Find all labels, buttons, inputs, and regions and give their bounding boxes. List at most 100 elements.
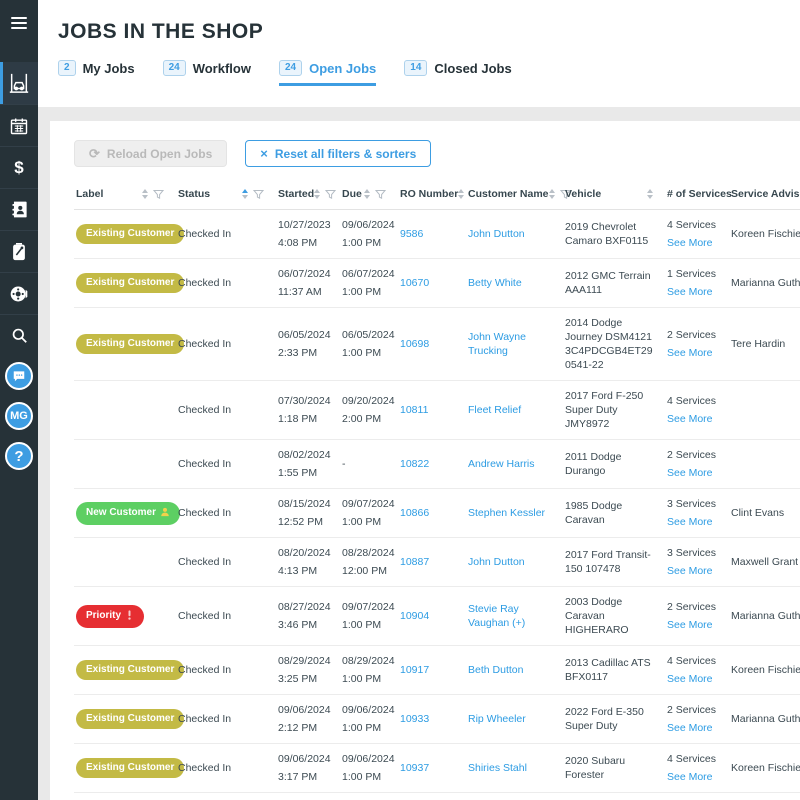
sort-icon[interactable] [647, 189, 653, 199]
toolbar: ⟳ Reload Open Jobs × Reset all filters &… [74, 140, 800, 167]
table-body: Existing Customer Checked In 10/27/2023 4… [74, 210, 800, 800]
filter-icon[interactable] [253, 189, 264, 200]
date-line: 10/27/2023 [278, 219, 331, 231]
ro-number-link[interactable]: 10811 [400, 404, 429, 416]
customer-link[interactable]: Stephen Kessler [468, 507, 546, 519]
ro-number-link[interactable]: 9586 [400, 228, 424, 240]
label-badge-text: Existing Customer [86, 762, 175, 773]
see-more-link[interactable]: See More [667, 413, 713, 425]
column-label: Due [342, 188, 362, 200]
see-more-link[interactable]: See More [667, 565, 713, 577]
date-line: 08/27/2024 [278, 601, 331, 613]
label-cell [74, 440, 176, 488]
sort-icon[interactable] [548, 189, 555, 199]
reload-open-jobs-button[interactable]: ⟳ Reload Open Jobs [74, 140, 228, 167]
filter-icon[interactable] [559, 189, 571, 200]
ro-number-link[interactable]: 10698 [400, 338, 430, 350]
customer-link[interactable]: Fleet Relief [468, 404, 522, 416]
sidebar-item-calendar[interactable] [0, 104, 38, 146]
see-more-link[interactable]: See More [667, 619, 713, 631]
dollar-icon: $ [14, 158, 24, 177]
ro-number-cell: 10937 [398, 744, 466, 792]
time-line: 1:00 PM [342, 619, 382, 631]
see-more-link[interactable]: See More [667, 237, 713, 249]
services-count: 3 Services [667, 547, 717, 559]
ro-number-link[interactable]: 10866 [400, 507, 430, 519]
customer-link[interactable]: John Dutton [468, 556, 525, 568]
sort-icon[interactable] [242, 189, 248, 199]
reset-filters-button[interactable]: × Reset all filters & sorters [245, 140, 432, 167]
started-cell: 07/30/2024 1:18 PM [276, 381, 340, 439]
advisor-cell: Koreen Fischietto [731, 664, 800, 676]
see-more-link[interactable]: See More [667, 771, 713, 783]
table-row: Existing Customer Checked In 06/07/2024 1… [74, 259, 800, 308]
tab-closed-jobs[interactable]: 14 Closed Jobs [404, 60, 512, 86]
sidebar-item-search[interactable] [0, 314, 38, 356]
customer-cell: Andrew Harris [466, 440, 563, 488]
tab-my-jobs[interactable]: 2 My Jobs [58, 60, 135, 86]
see-more-link[interactable]: See More [667, 722, 713, 734]
customer-link[interactable]: Stevie Ray Vaughan (+) [468, 603, 526, 629]
advisor-cell: Koreen Fischietto [731, 762, 800, 774]
date-line: 09/07/2024 [342, 601, 395, 613]
ro-number-link[interactable]: 10933 [400, 713, 430, 725]
ro-number-link[interactable]: 10887 [400, 556, 430, 568]
customer-link[interactable]: Rip Wheeler [468, 713, 526, 725]
column-header-customer-name: Customer Name [466, 179, 571, 209]
ro-number-link[interactable]: 10917 [400, 664, 430, 676]
ro-number-link[interactable]: 10670 [400, 277, 430, 289]
ro-number-link[interactable]: 10904 [400, 610, 430, 622]
ro-number-link[interactable]: 10937 [400, 762, 430, 774]
customer-link[interactable]: Shiries Stahl [468, 762, 527, 774]
calendar-icon [9, 116, 29, 136]
sidebar-item-tires[interactable] [0, 272, 38, 314]
filter-icon[interactable] [375, 189, 386, 200]
column-label: Label [76, 188, 104, 200]
tab-workflow[interactable]: 24 Workflow [162, 60, 251, 86]
vehicle-cell: 2014 Dodge Journey DSM4121 3C4PDCGB4ET29… [565, 317, 653, 371]
sidebar-item-help[interactable]: ? [0, 436, 38, 476]
sidebar-item-parts[interactable] [0, 230, 38, 272]
vehicle-cell: 2003 Dodge Caravan HIGHERARO [565, 596, 629, 636]
table-row: Existing Customer Checked In 08/29/2024 3… [74, 646, 800, 695]
column-label: # of Services [667, 188, 732, 200]
status-cell: Checked In [178, 762, 232, 774]
vehicle-cell: 2013 Cadillac ATS BFX0117 [565, 657, 651, 683]
ro-number-cell: 10866 [398, 489, 466, 537]
time-line: 3:46 PM [278, 619, 318, 631]
status-cell: Checked In [178, 664, 232, 676]
sidebar-item-jobs[interactable] [0, 62, 38, 104]
customer-link[interactable]: Betty White [468, 277, 522, 289]
ro-number-link[interactable]: 10822 [400, 458, 430, 470]
see-more-link[interactable]: See More [667, 516, 713, 528]
sort-icon[interactable] [458, 189, 465, 199]
see-more-link[interactable]: See More [667, 673, 713, 685]
sort-icon[interactable] [364, 189, 370, 199]
sort-icon[interactable] [142, 189, 148, 199]
filter-icon[interactable] [325, 189, 337, 200]
services-cell: 2 Services See More [665, 587, 729, 645]
sort-icon[interactable] [314, 189, 321, 199]
customer-link[interactable]: John Wayne Trucking [468, 331, 526, 357]
see-more-link[interactable]: See More [667, 347, 713, 359]
label-cell: Existing Customer [74, 210, 185, 258]
see-more-link[interactable]: See More [667, 467, 713, 479]
see-more-link[interactable]: See More [667, 286, 713, 298]
tab-open-jobs[interactable]: 24 Open Jobs [278, 60, 377, 86]
ro-number-cell: 10698 [398, 308, 466, 380]
time-line: 2:00 PM [342, 413, 382, 425]
filter-icon[interactable] [153, 189, 164, 200]
sidebar-item-profile[interactable]: MG [0, 396, 38, 436]
menu-icon[interactable] [11, 14, 27, 32]
label-badge: Priority [76, 604, 145, 628]
sidebar-item-payments[interactable]: $ [0, 146, 38, 188]
customer-link[interactable]: Andrew Harris [468, 458, 535, 470]
customer-link[interactable]: John Dutton [468, 228, 525, 240]
date-line: 09/06/2024 [278, 704, 331, 716]
advisor-cell: Maxwell Grant [731, 556, 799, 568]
date-line: 09/07/2024 [342, 498, 395, 510]
started-cell: 08/15/2024 12:52 PM [276, 489, 340, 537]
customer-link[interactable]: Beth Dutton [468, 664, 524, 676]
sidebar-item-contacts[interactable] [0, 188, 38, 230]
sidebar-item-messages[interactable] [0, 356, 38, 396]
